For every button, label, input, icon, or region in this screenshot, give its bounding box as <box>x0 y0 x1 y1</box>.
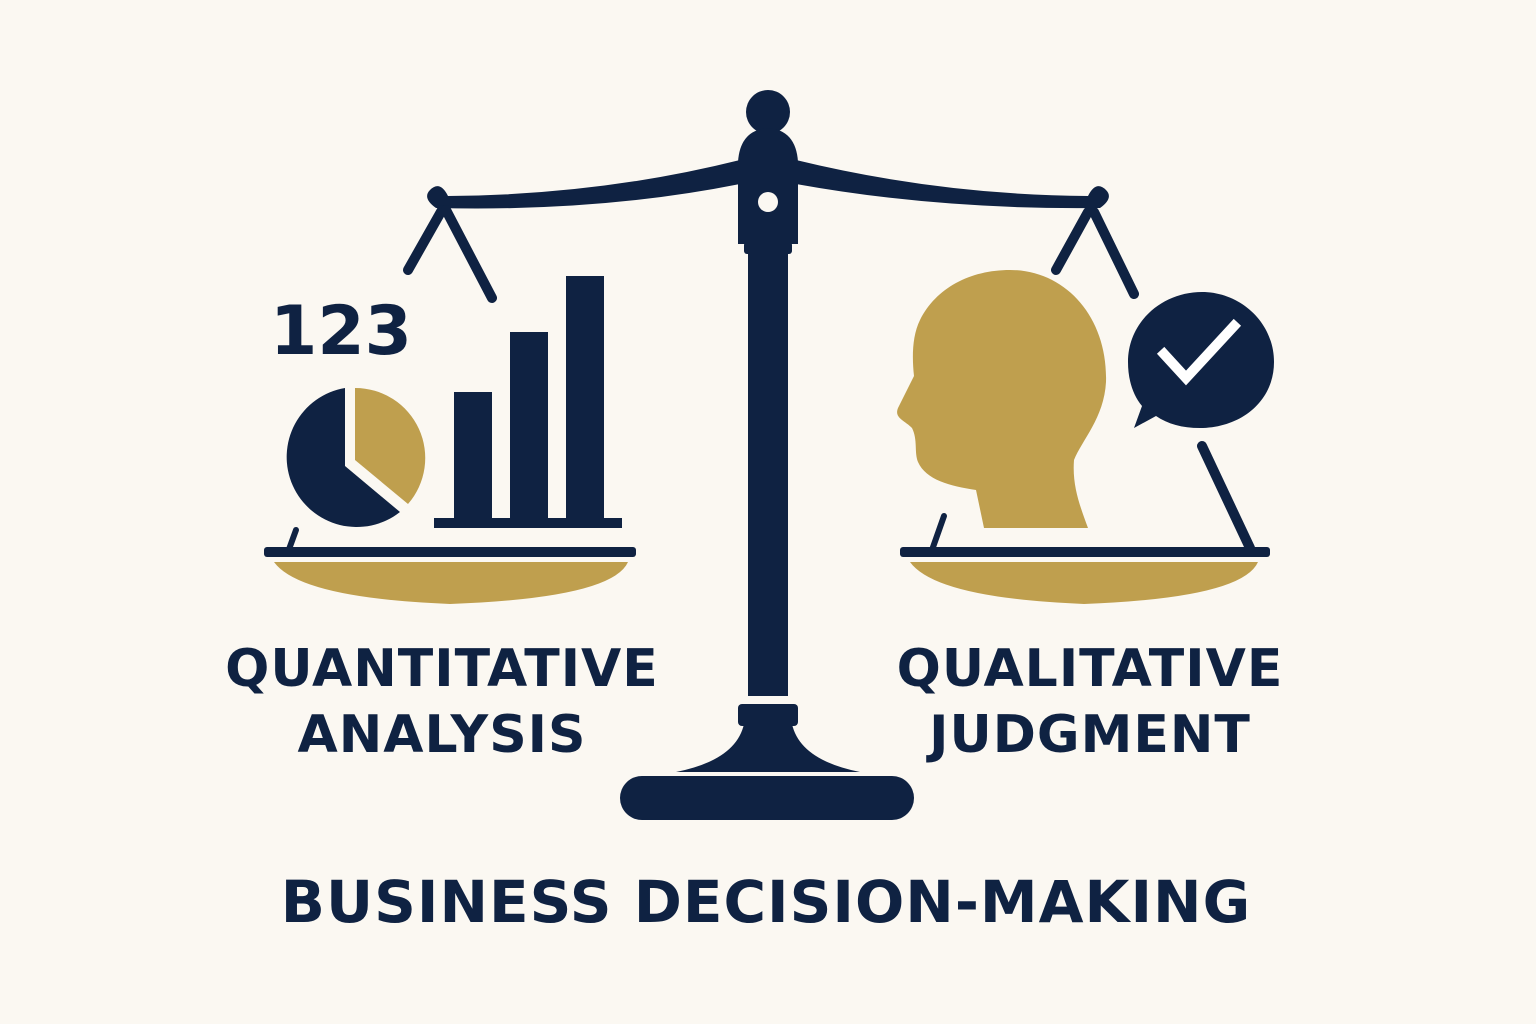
bar-2 <box>510 332 548 522</box>
checkmark-speech-bubble-icon <box>1128 292 1274 428</box>
scale-beam <box>427 160 1109 209</box>
right-label-line1: QUALITATIVE <box>897 639 1284 699</box>
scale-column <box>748 254 788 696</box>
scale-base-plate <box>620 776 914 820</box>
left-label-line2: ANALYSIS <box>298 705 587 765</box>
bar-chart-baseline <box>434 518 622 528</box>
scale-pivot-hole <box>758 192 778 212</box>
pie-chart-icon <box>286 387 426 528</box>
footer-title: BUSINESS DECISION-MAKING <box>281 868 1251 936</box>
scale-top-knob <box>746 90 790 134</box>
scale-fulcrum-housing <box>738 128 798 244</box>
checkmark-icon <box>1156 318 1242 386</box>
head-silhouette-icon <box>897 270 1107 528</box>
right-scale-pan <box>900 547 1270 604</box>
bar-chart-icon <box>434 276 622 528</box>
bar-3 <box>566 276 604 522</box>
scale-base-flare <box>676 724 860 772</box>
left-scale-pan <box>264 547 636 604</box>
scale-column-cap <box>738 704 798 726</box>
right-label-line2: JUDGMENT <box>926 705 1251 765</box>
left-label-line1: QUANTITATIVE <box>225 639 659 699</box>
scale-collar <box>744 242 792 254</box>
bar-1 <box>454 392 492 522</box>
number-text: 123 <box>270 292 412 371</box>
balance-scale-icon <box>427 90 1109 820</box>
right-pan-hangers <box>929 207 1255 553</box>
